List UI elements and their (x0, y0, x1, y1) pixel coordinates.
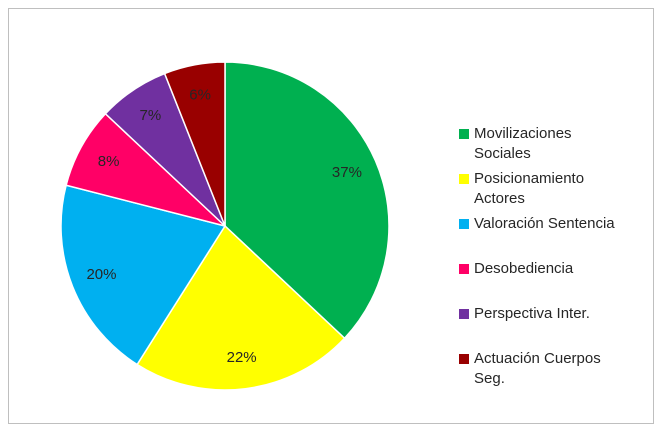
pie-slice (163, 61, 226, 227)
legend-label: Desobediencia (474, 260, 574, 277)
legend-swatch (459, 354, 469, 364)
data-label: 20% (86, 266, 116, 283)
legend-swatch (459, 129, 469, 139)
legend-label: Valoración Sentencia (474, 215, 615, 232)
legend-item: Movilizaciones Sociales (459, 124, 626, 164)
legend-item: Perspectiva Inter. (459, 304, 626, 324)
pie-slice (224, 61, 390, 340)
chart-frame (8, 8, 654, 424)
legend-item: Actuación Cuerpos Seg. (459, 349, 626, 389)
legend-item: Desobediencia (459, 259, 626, 279)
legend-swatch (459, 174, 469, 184)
legend-swatch (459, 309, 469, 319)
data-label: 22% (227, 349, 257, 366)
data-label: 8% (98, 153, 120, 170)
legend-item: Valoración Sentencia (459, 214, 626, 234)
legend-label: Actuación Cuerpos Seg. (474, 350, 601, 387)
legend-swatch (459, 219, 469, 229)
legend-item: Posicionamiento Actores (459, 169, 626, 209)
data-label: 6% (189, 86, 211, 103)
legend-label: Movilizaciones Sociales (474, 125, 572, 162)
legend-label: Posicionamiento Actores (474, 170, 585, 207)
legend-label: Perspectiva Inter. (474, 305, 590, 322)
pie-slice (136, 224, 346, 391)
data-label: 7% (139, 107, 161, 124)
data-label: 37% (332, 164, 362, 181)
pie-slice (60, 184, 227, 366)
legend-swatch (459, 264, 469, 274)
